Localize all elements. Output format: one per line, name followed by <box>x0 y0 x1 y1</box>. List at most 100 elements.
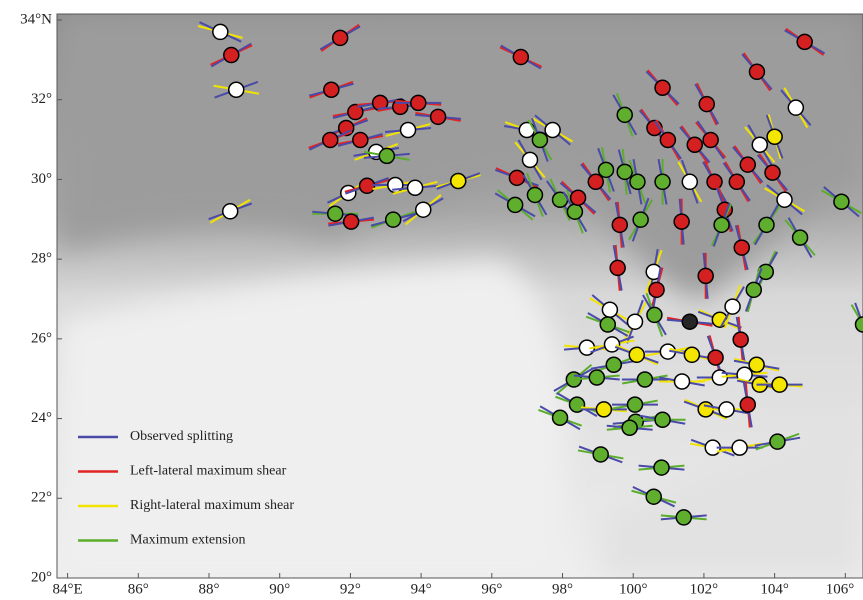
station-marker <box>224 48 239 63</box>
station-marker <box>676 510 691 525</box>
station-marker <box>698 268 713 283</box>
x-tick-label: 98° <box>552 581 573 597</box>
legend-label: Observed splitting <box>130 429 233 444</box>
station-marker <box>408 180 423 195</box>
station-marker <box>567 204 582 219</box>
station-marker <box>401 122 416 137</box>
station-marker <box>622 420 637 435</box>
station-marker <box>328 206 343 221</box>
station-marker <box>675 374 690 389</box>
station-marker <box>740 397 755 412</box>
station-marker <box>633 212 648 227</box>
station-marker <box>593 447 608 462</box>
station-marker <box>411 95 426 110</box>
map: 84°E86°88°90°92°94°96°98°100°102°104°106… <box>0 0 863 600</box>
station-marker <box>655 174 670 189</box>
station-marker <box>834 194 849 209</box>
station-marker <box>703 132 718 147</box>
station-marker <box>649 282 664 297</box>
station-marker <box>606 357 621 372</box>
x-tick-label: 86° <box>128 581 149 597</box>
station-marker <box>386 212 401 227</box>
station-marker <box>508 197 523 212</box>
station-marker <box>353 132 368 147</box>
station-marker <box>654 460 669 475</box>
station-marker <box>545 122 560 137</box>
y-tick-label: 28° <box>31 251 52 267</box>
x-tick-label: 104° <box>760 581 789 597</box>
station-marker <box>646 489 661 504</box>
station-marker <box>660 132 675 147</box>
station-marker <box>797 34 812 49</box>
station-marker <box>746 282 761 297</box>
x-tick-label: 88° <box>199 581 220 597</box>
station-marker <box>213 24 228 39</box>
x-tick-label: 92° <box>340 581 361 597</box>
station-marker <box>770 434 785 449</box>
station-marker <box>767 129 782 144</box>
station-marker <box>729 174 744 189</box>
station-marker <box>323 132 338 147</box>
station-marker <box>655 80 670 95</box>
y-tick-label: 24° <box>31 410 52 426</box>
station-marker <box>793 230 808 245</box>
station-marker <box>589 370 604 385</box>
station-marker <box>344 214 359 229</box>
station-marker <box>655 412 670 427</box>
station-marker <box>229 82 244 97</box>
station-marker <box>596 402 611 417</box>
station-marker <box>682 174 697 189</box>
station-marker <box>627 314 642 329</box>
x-tick-label: 96° <box>481 581 502 597</box>
x-tick-label: 102° <box>690 581 719 597</box>
station-marker <box>416 202 431 217</box>
legend-label: Left-lateral maximum shear <box>130 464 287 479</box>
x-tick-label: 90° <box>269 581 290 597</box>
y-tick-label: 20° <box>31 569 52 585</box>
station-marker <box>522 152 537 167</box>
x-tick-label: 106° <box>826 581 855 597</box>
station-marker <box>360 178 375 193</box>
station-marker <box>759 217 774 232</box>
station-marker <box>699 97 714 112</box>
station-marker <box>674 214 689 229</box>
legend-label: Right-lateral maximum shear <box>130 498 294 513</box>
station-marker <box>617 164 632 179</box>
station-marker <box>707 174 722 189</box>
station-marker <box>532 132 547 147</box>
station-marker <box>630 174 645 189</box>
y-tick-label: 30° <box>31 171 52 187</box>
station-marker <box>777 192 792 207</box>
station-marker <box>610 260 625 275</box>
station-marker <box>588 174 603 189</box>
station-marker <box>379 148 394 163</box>
station-marker <box>223 204 238 219</box>
station-marker <box>714 217 729 232</box>
station-marker <box>788 100 803 115</box>
y-tick-label: 26° <box>31 330 52 346</box>
station-marker <box>513 50 528 65</box>
y-tick-label: 32° <box>31 91 52 107</box>
station-marker <box>431 109 446 124</box>
station-marker <box>602 302 617 317</box>
station-marker <box>765 165 780 180</box>
station-marker <box>612 217 627 232</box>
station-marker <box>637 372 652 387</box>
station-marker <box>749 64 764 79</box>
station-marker <box>708 350 723 365</box>
station-marker <box>647 307 662 322</box>
x-tick-label: 100° <box>619 581 648 597</box>
station-marker <box>687 137 702 152</box>
station-marker <box>451 174 466 189</box>
legend-label: Maximum extension <box>130 533 246 548</box>
station-marker <box>719 402 734 417</box>
station-marker <box>752 137 767 152</box>
station-marker <box>732 440 747 455</box>
station-marker <box>627 397 642 412</box>
station-marker <box>333 30 348 45</box>
station-marker <box>509 170 524 185</box>
station-marker <box>725 299 740 314</box>
station-marker <box>629 347 644 362</box>
station-marker <box>571 190 586 205</box>
station-marker <box>605 337 620 352</box>
